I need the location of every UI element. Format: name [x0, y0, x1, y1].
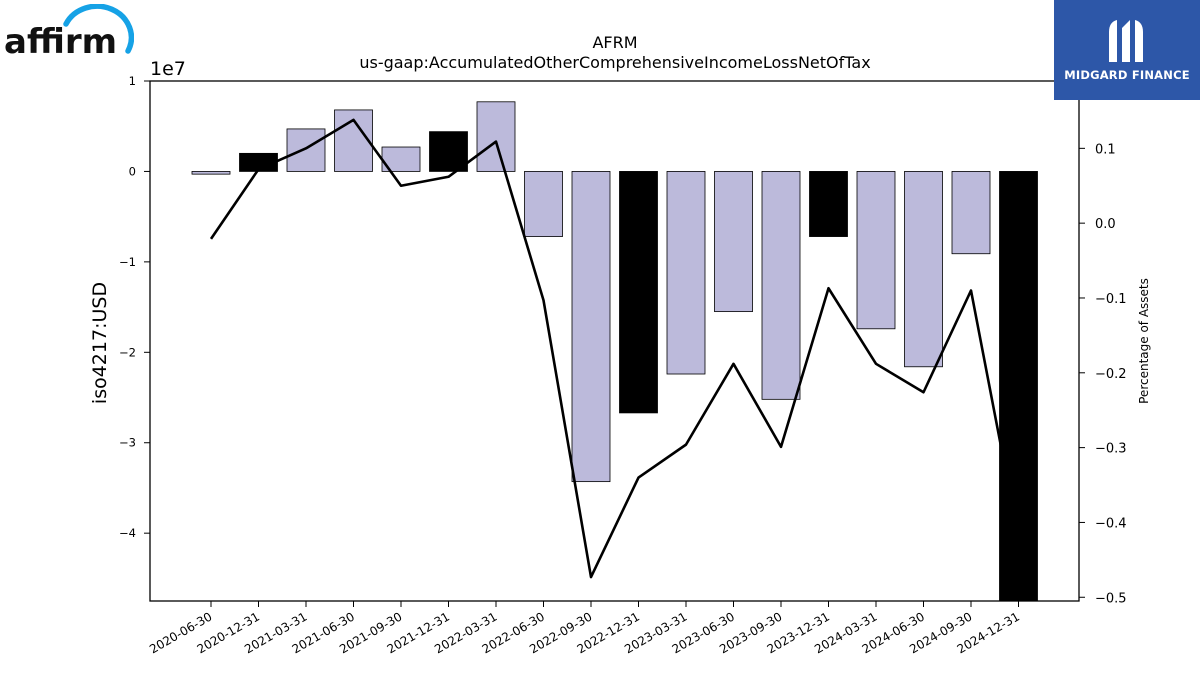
y-offset-label: 1e7: [150, 58, 186, 80]
bar-2022-12-31: [619, 171, 658, 414]
y2-tick-label: −0.3: [1095, 442, 1127, 457]
y-tick-label: 0: [129, 164, 136, 178]
midgard-wordmark: MIDGARD FINANCE: [1064, 68, 1190, 82]
y-tick-label: −2: [119, 345, 136, 359]
y2-tick-label: 0.1: [1095, 142, 1116, 157]
affirm-wordmark: affirm: [4, 22, 117, 60]
y-tick-label: −3: [119, 436, 136, 450]
bar-2024-03-31: [856, 171, 896, 330]
y2-tick-label: −0.4: [1095, 516, 1127, 531]
bar-2020-06-30: [191, 171, 231, 175]
y2-tick-label: 0.0: [1095, 217, 1116, 232]
y2-tick-label: −0.1: [1095, 292, 1127, 307]
y-tick-label: −1: [119, 255, 136, 269]
y-axis-ticks: 1 0 −1 −2 −3 −4: [119, 74, 150, 540]
bar-2024-09-30: [951, 171, 991, 255]
affirm-logo: affirm: [4, 3, 135, 62]
affirm-arc-icon: [63, 3, 135, 54]
y-axis-label: iso4217:USD: [89, 282, 111, 404]
y2-tick-label: −0.2: [1095, 367, 1127, 382]
bar-2021-03-31: [286, 128, 326, 172]
y2-tick-label: −0.5: [1095, 591, 1127, 606]
bar-2023-09-30: [761, 171, 801, 400]
x-axis-ticks: 2020-06-302020-12-312021-03-312021-06-30…: [147, 601, 1022, 656]
chart-subtitle: us-gaap:AccumulatedOtherComprehensiveInc…: [359, 53, 870, 72]
y-tick-label: −4: [119, 526, 136, 540]
bar-2021-12-31: [429, 131, 468, 172]
bar-2022-03-31: [476, 101, 516, 172]
bar-2024-12-31: [999, 171, 1038, 602]
bar-2023-03-31: [666, 171, 706, 375]
line-series: [209, 118, 1020, 579]
bar-series: [191, 101, 1038, 602]
plot-frame: [149, 80, 1080, 602]
bar-2022-09-30: [571, 171, 611, 483]
bar-2023-06-30: [714, 171, 753, 313]
chart-title: AFRM: [592, 33, 637, 52]
y-tick-label: 1: [129, 74, 136, 88]
y2-axis-label: Percentage of Assets: [1137, 278, 1151, 404]
bar-2024-06-30: [904, 171, 943, 368]
bar-2023-12-31: [809, 171, 848, 237]
bar-2022-06-30: [524, 171, 563, 237]
midgard-finance-logo: MIDGARD FINANCE: [1054, 0, 1200, 100]
midgard-mark-icon: [1109, 20, 1143, 62]
y2-axis-ticks: 0.1 0.0 −0.1 −0.2 −0.3 −0.4 −0.5: [1079, 142, 1127, 606]
percentage-of-assets-line: [209, 118, 1020, 579]
